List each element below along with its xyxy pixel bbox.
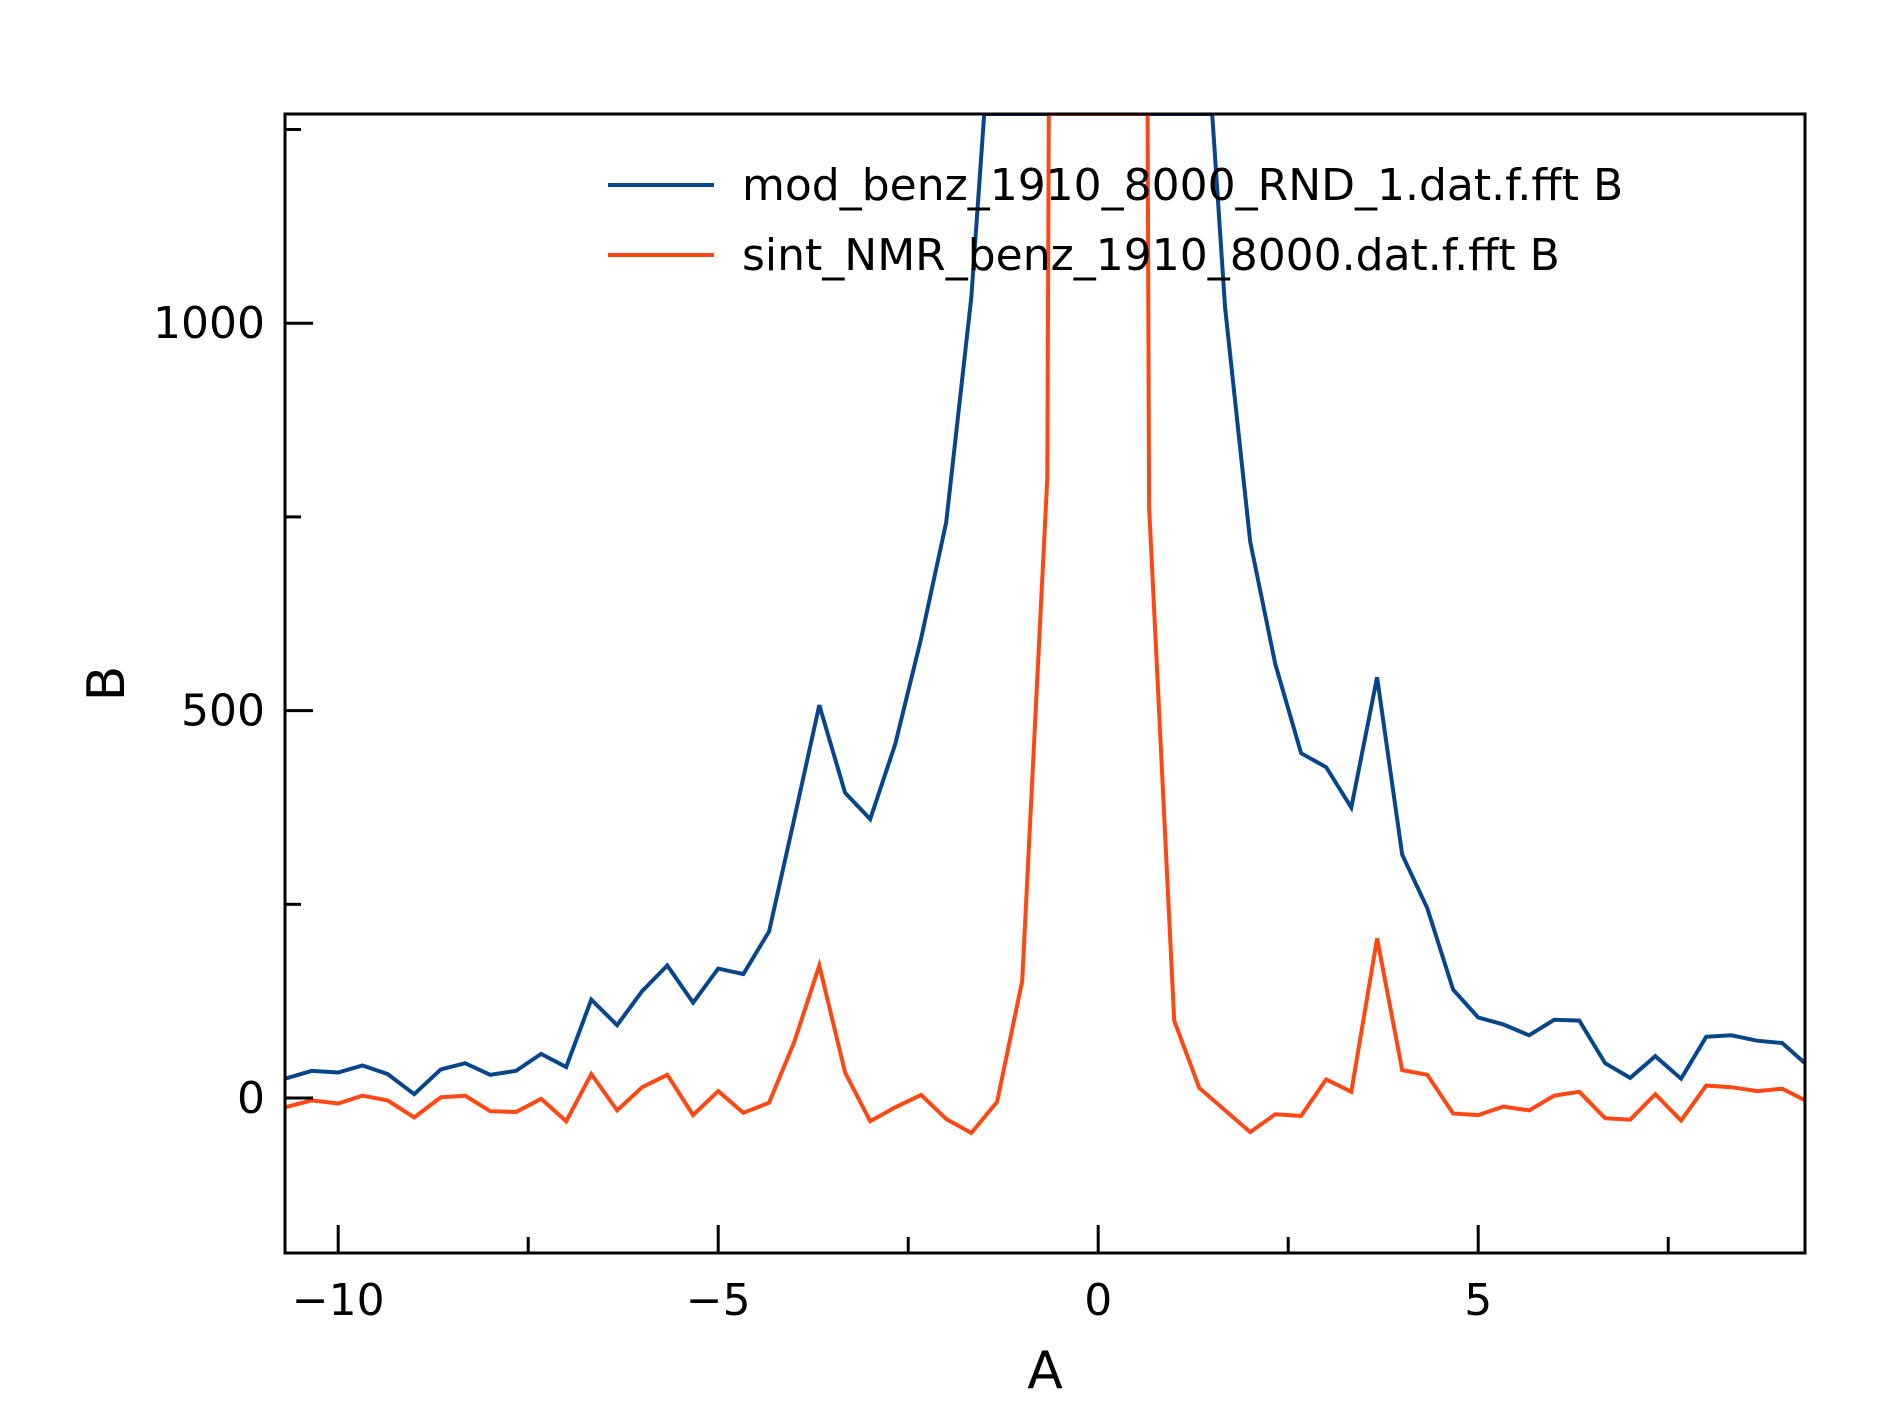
y-axis-label: B bbox=[77, 666, 137, 702]
series-line-1 bbox=[285, 114, 1805, 1097]
y-tick-label: 1000 bbox=[153, 298, 265, 349]
y-tick-label: 500 bbox=[181, 686, 265, 737]
x-tick-label: 0 bbox=[1084, 1275, 1112, 1326]
legend-label-1: mod_benz_1910_8000_RND_1.dat.f.fft B bbox=[742, 160, 1623, 211]
x-tick-label: 5 bbox=[1464, 1275, 1492, 1326]
legend-label-2: sint_NMR_benz_1910_8000.dat.f.fft B bbox=[742, 230, 1560, 281]
tick-label-layer: −10 −5 0 5 0 500 1000 bbox=[153, 298, 1492, 1326]
legend: mod_benz_1910_8000_RND_1.dat.f.fft B sint… bbox=[608, 160, 1623, 281]
x-axis-label: A bbox=[1027, 1341, 1063, 1401]
y-tick-label: 0 bbox=[237, 1073, 265, 1124]
x-tick-label: −5 bbox=[686, 1275, 751, 1326]
tick-layer bbox=[285, 127, 1670, 1253]
series-layer bbox=[285, 114, 1805, 1136]
plot-area-frame bbox=[283, 112, 1807, 1255]
series-line-2 bbox=[285, 114, 1805, 1136]
x-tick-label: −10 bbox=[292, 1275, 385, 1326]
